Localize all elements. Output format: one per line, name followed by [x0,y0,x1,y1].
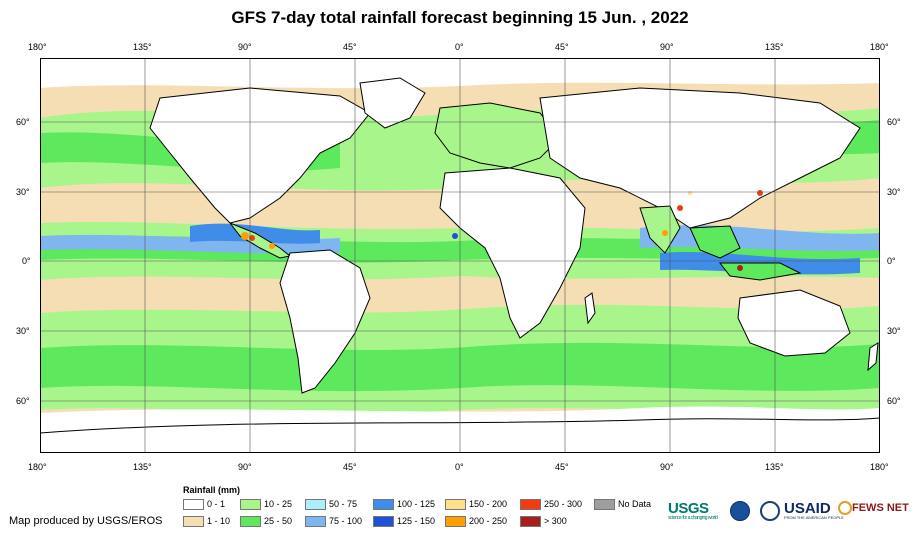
fewsnet-globe-icon [838,501,852,515]
lon-label-bottom: 90° [238,462,252,472]
lat-label-right: 0° [887,256,896,266]
legend-item: 25 - 50 [240,516,292,528]
legend-item: 100 - 125 [373,499,435,511]
lon-label-bottom: 90° [660,462,674,472]
lon-label-top: 90° [238,42,252,52]
legend-item: 1 - 10 [183,516,230,528]
legend-item: 125 - 150 [373,516,435,528]
lon-label-bottom: 135° [765,462,784,472]
legend-swatch [373,516,394,528]
legend-item: 50 - 75 [305,499,357,511]
usgs-tagline: science for a changing world [668,515,718,521]
legend-swatch [240,499,261,511]
lat-label-right: 60° [887,396,901,406]
usgs-logo: USGS science for a changing world [668,500,718,521]
legend-swatch [373,499,394,511]
heavy-rain-spots [241,190,763,271]
legend-swatch [520,516,541,528]
graticule [40,58,880,453]
legend-swatch [183,516,204,528]
lat-label-right: 60° [887,117,901,127]
lat-label-left: 30° [16,326,30,336]
legend-item: > 300 [520,516,567,528]
rainfall-map[interactable] [40,58,880,453]
legend-swatch [520,499,541,511]
legend-swatch [594,499,615,511]
legend-swatch [183,499,204,511]
lon-label-bottom: 0° [455,462,464,472]
legend-title: Rainfall (mm) [183,485,241,495]
lon-label-top: 135° [765,42,784,52]
usaid-logo: USAID FROM THE AMERICAN PEOPLE [784,500,844,520]
lon-label-bottom: 180° [28,462,47,472]
lon-label-top: 45° [343,42,357,52]
legend-item: 75 - 100 [305,516,362,528]
legend-swatch [240,516,261,528]
legend-swatch [305,516,326,528]
lat-label-left: 0° [22,256,31,266]
legend-swatch [445,516,466,528]
lon-label-bottom: 45° [555,462,569,472]
lat-label-left: 60° [16,117,30,127]
usaid-tagline: FROM THE AMERICAN PEOPLE [784,515,844,520]
legend-item: 250 - 300 [520,499,582,511]
lat-label-left: 60° [16,396,30,406]
lon-label-top: 45° [555,42,569,52]
lon-label-bottom: 45° [343,462,357,472]
credit-text: Map produced by USGS/EROS [9,515,163,527]
legend-item: No Data [594,499,651,511]
lat-label-right: 30° [887,326,901,336]
legend-item: 150 - 200 [445,499,507,511]
lat-label-right: 30° [887,187,901,197]
lon-label-top: 180° [28,42,47,52]
legend-item: 200 - 250 [445,516,507,528]
lon-label-bottom: 180° [870,462,889,472]
legend-item: 10 - 25 [240,499,292,511]
lon-label-top: 0° [455,42,464,52]
legend-swatch [445,499,466,511]
seal-logo [760,501,780,521]
lat-label-left: 30° [16,187,30,197]
fewsnet-logo: FEWS NET [838,501,909,515]
lon-label-bottom: 135° [133,462,152,472]
lon-label-top: 90° [660,42,674,52]
lon-label-top: 135° [133,42,152,52]
noaa-logo [730,501,750,521]
map-title: GFS 7-day total rainfall forecast beginn… [231,8,689,27]
legend-item: 0 - 1 [183,499,225,511]
legend-swatch [305,499,326,511]
lon-label-top: 180° [870,42,889,52]
